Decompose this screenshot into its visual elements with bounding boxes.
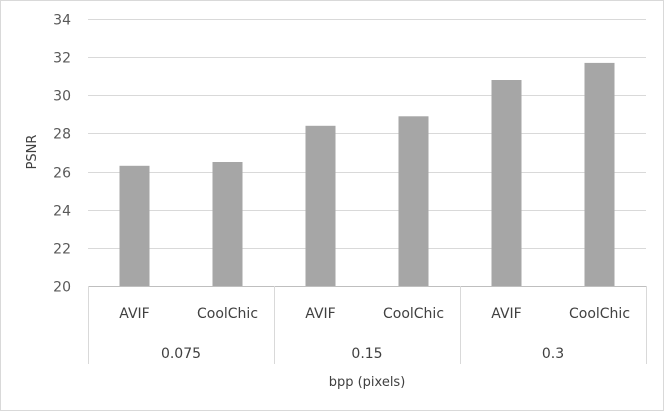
bar-0.3-CoolChic xyxy=(584,62,615,287)
x-axis-title: bpp (pixels) xyxy=(329,375,406,390)
y-tick-label: 32 xyxy=(53,51,71,67)
x-category-axis: AVIF CoolChic 0.075 AVIF CoolChic 0.15 AVIF Coo… xyxy=(88,286,647,364)
bar-0.075-CoolChic xyxy=(212,162,243,286)
y-tick-labels: 20 22 24 26 28 30 32 34 xyxy=(53,13,71,296)
y-tick-label: 30 xyxy=(53,89,71,105)
bar-0.075-AVIF xyxy=(119,165,150,286)
y-tick-label: 22 xyxy=(53,242,71,258)
x-category-label: AVIF xyxy=(119,306,149,322)
y-tick-label: 20 xyxy=(53,280,71,296)
x-group-label: 0.075 xyxy=(161,346,201,362)
bars xyxy=(119,62,615,287)
bar-0.3-AVIF xyxy=(491,80,522,286)
bar-0.15-CoolChic xyxy=(398,116,429,286)
x-group-label: 0.15 xyxy=(351,346,382,362)
x-category-label: CoolChic xyxy=(383,306,444,322)
y-tick-label: 24 xyxy=(53,204,71,220)
x-category-label: CoolChic xyxy=(197,306,258,322)
x-category-label: CoolChic xyxy=(569,306,630,322)
x-category-label: AVIF xyxy=(305,306,335,322)
y-tick-label: 26 xyxy=(53,166,71,182)
x-category-label: AVIF xyxy=(491,306,521,322)
x-group-label: 0.3 xyxy=(542,346,564,362)
y-tick-label: 28 xyxy=(53,127,71,143)
gridlines xyxy=(88,19,646,287)
y-axis-title: PSNR xyxy=(25,135,40,170)
bar-0.15-AVIF xyxy=(305,125,336,286)
y-tick-label: 34 xyxy=(53,13,71,29)
